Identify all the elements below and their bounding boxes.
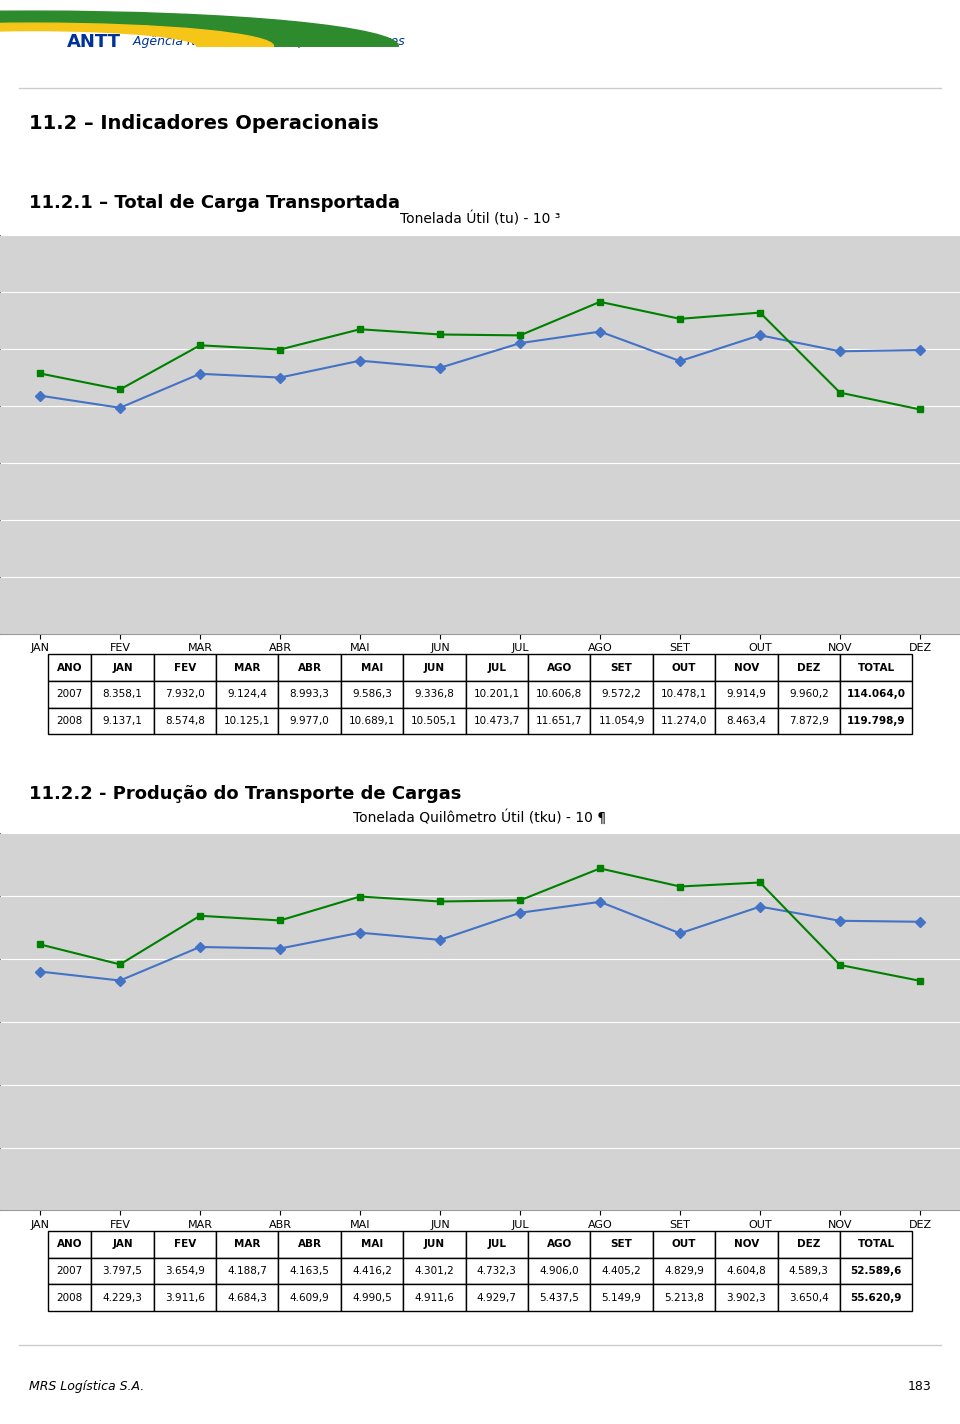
Text: ANTT: ANTT (67, 33, 121, 51)
Title: Tonelada Útil (tu) - 10 ³: Tonelada Útil (tu) - 10 ³ (399, 212, 561, 226)
Legend: Ano 2007, Ano 2008: Ano 2007, Ano 2008 (380, 696, 580, 716)
Legend: Ano 2007, Ano 2008: Ano 2007, Ano 2008 (380, 1269, 580, 1287)
Text: 183: 183 (907, 1380, 931, 1394)
Text: Agência Nacional de Transportes Terrestres: Agência Nacional de Transportes Terrestr… (125, 36, 404, 48)
Title: Tonelada Quilômetro Útil (tku) - 10 ¶: Tonelada Quilômetro Útil (tku) - 10 ¶ (353, 809, 607, 824)
Text: 11.2.1 – Total de Carga Transportada: 11.2.1 – Total de Carga Transportada (29, 194, 399, 212)
Text: 11.2.2 - Produção do Transporte de Cargas: 11.2.2 - Produção do Transporte de Carga… (29, 785, 461, 803)
Text: 11.2 – Indicadores Operacionais: 11.2 – Indicadores Operacionais (29, 114, 378, 134)
Wedge shape (0, 11, 398, 46)
Wedge shape (0, 23, 274, 46)
Text: MRS Logística S.A.: MRS Logística S.A. (29, 1380, 144, 1394)
